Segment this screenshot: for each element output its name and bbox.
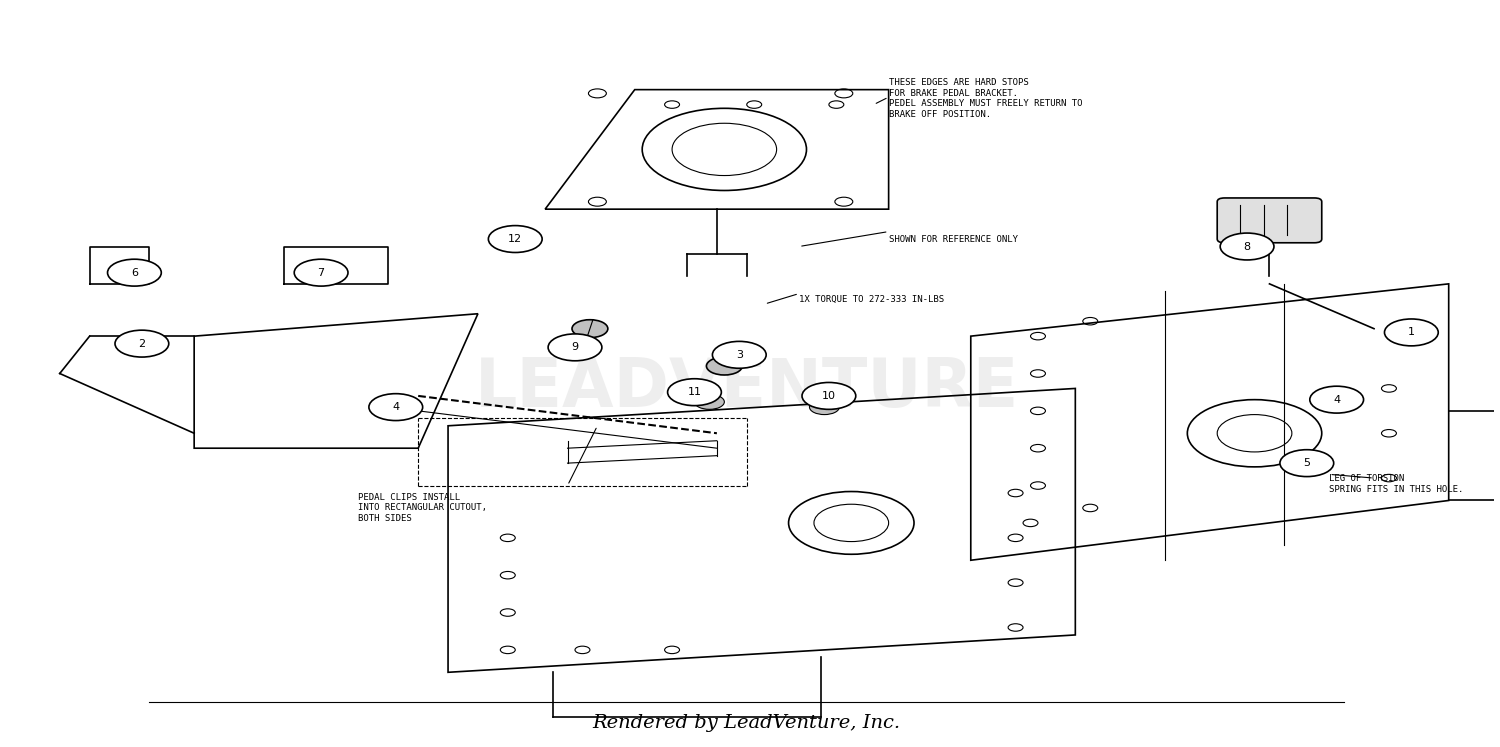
Text: 2: 2 <box>138 338 146 349</box>
Text: 5: 5 <box>1304 458 1311 468</box>
Text: THESE EDGES ARE HARD STOPS
FOR BRAKE PEDAL BRACKET.
PEDEL ASSEMBLY MUST FREELY R: THESE EDGES ARE HARD STOPS FOR BRAKE PED… <box>888 78 1082 119</box>
Text: 6: 6 <box>130 267 138 278</box>
Text: 3: 3 <box>736 350 742 360</box>
Circle shape <box>706 357 742 375</box>
Circle shape <box>489 226 542 252</box>
Text: 4: 4 <box>392 402 399 412</box>
Circle shape <box>369 394 423 421</box>
Text: 11: 11 <box>687 387 702 397</box>
Text: PEDAL CLIPS INSTALL
INTO RECTANGULAR CUTOUT,
BOTH SIDES: PEDAL CLIPS INSTALL INTO RECTANGULAR CUT… <box>358 493 488 523</box>
Text: 12: 12 <box>509 234 522 244</box>
Text: 7: 7 <box>318 267 324 278</box>
Circle shape <box>116 330 170 357</box>
Text: Rendered by LeadVenture, Inc.: Rendered by LeadVenture, Inc. <box>592 714 902 732</box>
Circle shape <box>1310 386 1364 413</box>
Text: LEADVENTURE: LEADVENTURE <box>474 356 1019 421</box>
Text: 8: 8 <box>1244 241 1251 252</box>
Circle shape <box>802 382 856 409</box>
Circle shape <box>1220 233 1274 260</box>
Circle shape <box>548 334 602 361</box>
FancyBboxPatch shape <box>1216 198 1322 243</box>
Text: 4: 4 <box>1334 394 1340 405</box>
Circle shape <box>694 394 724 409</box>
Circle shape <box>810 400 840 415</box>
Text: 10: 10 <box>822 391 836 401</box>
Circle shape <box>1384 319 1438 346</box>
Circle shape <box>572 320 608 338</box>
Circle shape <box>1280 450 1334 477</box>
Text: LEG OF TORSION
SPRING FITS IN THIS HOLE.: LEG OF TORSION SPRING FITS IN THIS HOLE. <box>1329 474 1464 494</box>
Text: SHOWN FOR REFERENCE ONLY: SHOWN FOR REFERENCE ONLY <box>888 235 1017 244</box>
Circle shape <box>108 259 162 286</box>
Text: 1X TORQUE TO 272-333 IN-LBS: 1X TORQUE TO 272-333 IN-LBS <box>800 295 944 304</box>
Circle shape <box>668 379 722 406</box>
Circle shape <box>294 259 348 286</box>
Circle shape <box>712 341 766 368</box>
Text: 9: 9 <box>572 342 579 353</box>
Text: 1: 1 <box>1408 327 1414 338</box>
